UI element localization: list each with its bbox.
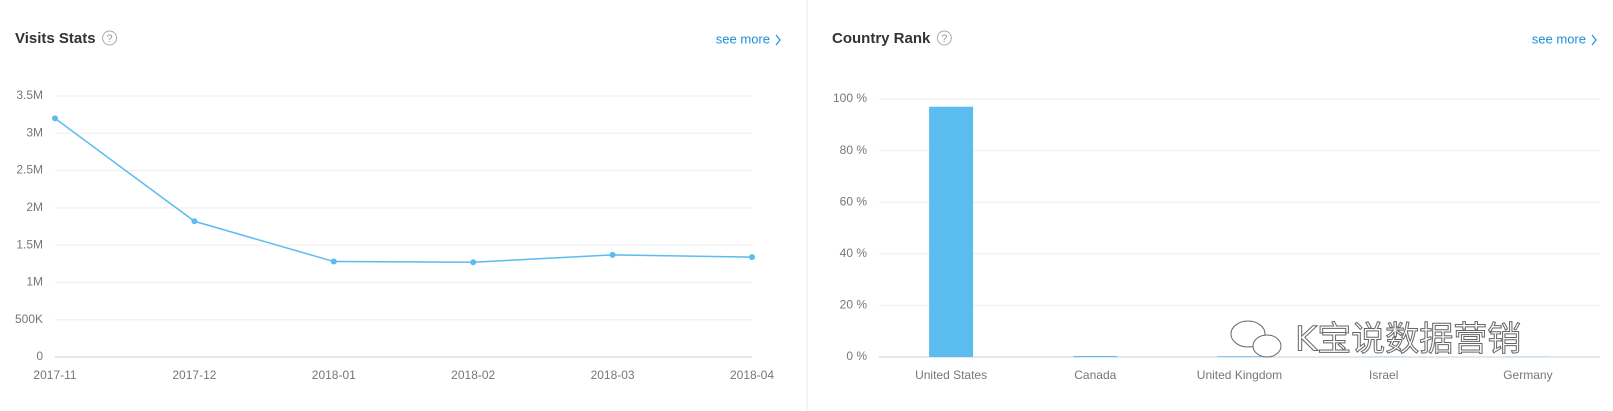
line-point xyxy=(52,115,58,122)
x-tick-label: 2017-11 xyxy=(33,368,76,382)
line-series xyxy=(54,117,753,264)
y-tick-label: 80 % xyxy=(840,143,868,157)
y-tick-label: 0 xyxy=(36,349,43,363)
x-tick-label: 2017-12 xyxy=(172,368,216,382)
help-icon xyxy=(936,30,952,46)
x-tick-label: 2018-03 xyxy=(591,368,635,382)
line-point xyxy=(191,218,198,225)
x-tick-label: 2018-02 xyxy=(451,368,495,382)
y-tick-label: 100 % xyxy=(833,91,867,105)
y-tick-label: 40 % xyxy=(840,246,868,260)
watermark-icon xyxy=(1230,320,1266,348)
y-tick-label: 60 % xyxy=(840,194,868,208)
help-icon xyxy=(102,30,118,46)
help-icon-label: ? xyxy=(107,33,113,45)
help-icon-label: ? xyxy=(941,33,947,45)
y-tick-label: 20 % xyxy=(840,298,868,312)
line-point xyxy=(470,259,477,266)
line-point xyxy=(609,251,616,258)
line-point xyxy=(749,254,755,261)
bar xyxy=(1073,355,1118,357)
y-tick-label: 1M xyxy=(26,275,43,289)
y-tick-label: 3.5M xyxy=(16,88,43,102)
y-tick-label: 1.5M xyxy=(16,237,43,251)
x-tick-label: 2018-04 xyxy=(730,368,774,382)
watermark-text: K宝说数据营销 xyxy=(1295,320,1521,360)
x-tick-label: Canada xyxy=(1074,368,1116,382)
x-tick-label: 2018-01 xyxy=(312,368,356,382)
see-more-link[interactable]: see more xyxy=(1532,31,1586,46)
bar xyxy=(929,106,974,358)
see-more-chevron[interactable] xyxy=(1591,34,1597,46)
line-point xyxy=(330,258,337,265)
watermark-icon xyxy=(1252,334,1282,358)
panel-title: Visits Stats xyxy=(15,30,96,47)
bar xyxy=(1217,356,1262,357)
see-more-chevron[interactable] xyxy=(775,34,781,46)
x-tick-label: Germany xyxy=(1503,368,1552,382)
x-tick-label: United States xyxy=(915,368,987,382)
y-tick-label: 0 % xyxy=(846,349,867,363)
y-tick-label: 3M xyxy=(26,125,43,139)
y-tick-label: 500K xyxy=(15,312,43,326)
y-tick-label: 2M xyxy=(26,200,43,214)
x-tick-label: United Kingdom xyxy=(1197,368,1282,382)
y-tick-label: 2.5M xyxy=(16,163,43,177)
panel-title: Country Rank xyxy=(832,30,931,47)
see-more-link[interactable]: see more xyxy=(716,31,770,46)
x-tick-label: Israel xyxy=(1369,368,1398,382)
watermark: K宝说数据营销 xyxy=(1230,319,1522,360)
